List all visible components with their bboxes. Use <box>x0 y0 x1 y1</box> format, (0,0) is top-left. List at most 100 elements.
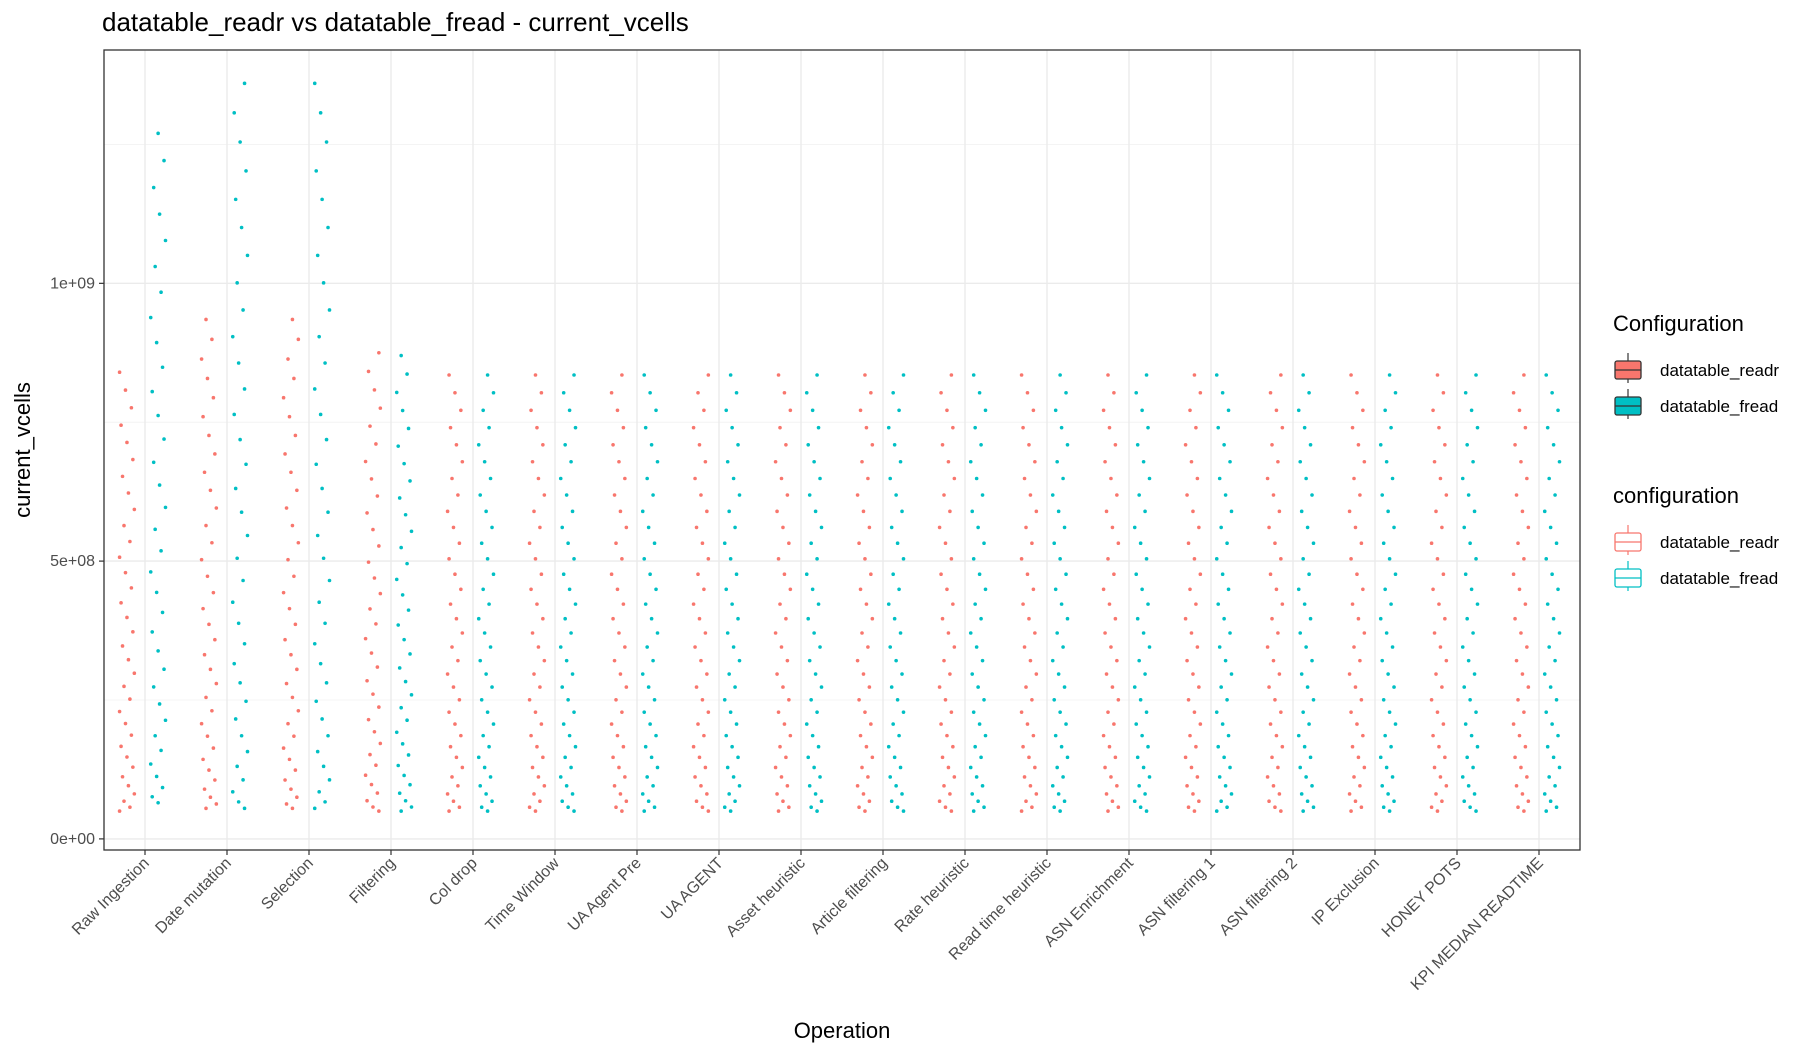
data-point <box>1358 493 1362 497</box>
data-point <box>1386 792 1390 796</box>
data-point <box>1472 672 1477 676</box>
data-point <box>314 462 319 467</box>
data-point <box>1551 755 1556 760</box>
data-point <box>399 353 403 358</box>
data-point <box>326 225 330 230</box>
data-point <box>946 765 951 770</box>
data-point <box>1545 602 1550 606</box>
data-point <box>952 476 957 481</box>
data-point <box>1548 799 1553 804</box>
data-point <box>1019 809 1024 813</box>
data-point <box>1381 698 1386 702</box>
data-point <box>1022 476 1027 481</box>
data-point <box>1393 572 1398 576</box>
data-point <box>1280 744 1285 749</box>
data-point <box>1055 631 1059 635</box>
data-point <box>895 805 900 810</box>
data-point <box>898 631 903 635</box>
data-point <box>453 722 457 726</box>
data-point <box>806 755 811 760</box>
data-point <box>974 645 979 649</box>
data-points <box>117 81 1562 813</box>
data-point <box>807 784 812 788</box>
data-point <box>527 541 532 546</box>
data-point <box>245 253 250 258</box>
data-point <box>812 631 816 635</box>
data-point <box>1511 722 1516 726</box>
data-point <box>162 667 166 672</box>
data-point <box>1027 755 1031 760</box>
data-point <box>609 572 614 576</box>
data-point <box>1432 459 1437 464</box>
data-point <box>1469 587 1474 592</box>
data-point <box>784 755 788 760</box>
data-point <box>1279 557 1283 561</box>
data-point <box>864 602 869 606</box>
data-point <box>1061 645 1065 649</box>
data-point <box>867 525 872 530</box>
data-point <box>1198 722 1203 726</box>
data-point <box>289 787 293 791</box>
data-point <box>1101 733 1106 738</box>
data-point <box>1429 541 1434 546</box>
data-point <box>788 408 793 413</box>
data-point <box>1522 710 1526 714</box>
data-point <box>977 390 982 395</box>
data-point <box>703 765 708 770</box>
data-point <box>1141 765 1146 770</box>
data-point <box>541 755 545 760</box>
data-point <box>1381 541 1386 546</box>
data-point <box>1517 408 1522 413</box>
data-point <box>148 315 153 320</box>
data-point <box>122 523 126 528</box>
data-point <box>700 698 705 702</box>
data-point <box>408 782 412 787</box>
data-point <box>318 111 323 115</box>
data-point <box>1058 373 1062 377</box>
data-point <box>696 390 700 395</box>
data-point <box>900 509 904 514</box>
data-point <box>485 373 490 377</box>
data-point <box>573 744 578 749</box>
data-point <box>160 785 165 790</box>
data-point <box>1219 525 1223 530</box>
data-point <box>1305 799 1310 804</box>
data-point <box>1438 476 1443 481</box>
data-point <box>488 775 493 779</box>
data-point <box>485 809 490 813</box>
data-point <box>1393 722 1398 726</box>
data-point <box>123 570 128 575</box>
data-point <box>129 405 134 410</box>
data-point <box>970 509 975 514</box>
data-point <box>323 800 327 804</box>
data-point <box>1435 809 1440 813</box>
data-point <box>163 718 168 723</box>
data-point <box>232 661 237 666</box>
data-point <box>242 81 247 86</box>
data-point <box>159 549 163 553</box>
data-point <box>1143 792 1147 796</box>
data-point <box>1362 631 1367 635</box>
data-point <box>403 512 408 517</box>
data-point <box>737 658 742 663</box>
data-point <box>951 744 955 749</box>
data-point <box>125 440 129 445</box>
data-point <box>1350 744 1355 749</box>
data-point <box>942 493 946 497</box>
data-point <box>125 755 129 759</box>
data-point <box>1137 493 1141 497</box>
data-point <box>1392 525 1396 530</box>
data-point <box>1356 616 1361 621</box>
data-point <box>810 587 815 592</box>
data-point <box>983 408 988 413</box>
data-point <box>1135 755 1140 760</box>
legend-label: datatable_fread <box>1660 397 1778 416</box>
data-point <box>292 574 296 579</box>
data-point <box>977 722 982 726</box>
data-point <box>705 509 709 514</box>
data-point <box>484 792 488 796</box>
data-point <box>894 658 898 663</box>
data-point <box>1113 616 1118 621</box>
data-point <box>563 443 567 447</box>
data-point <box>476 443 481 447</box>
